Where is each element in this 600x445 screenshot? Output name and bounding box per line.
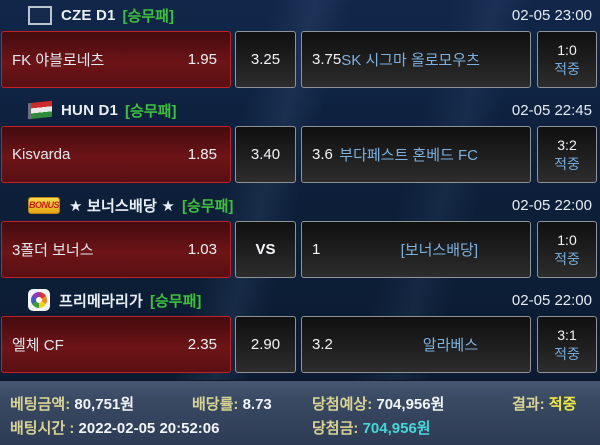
match-datetime: 02-05 23:00 [511,6,592,24]
section-header: HUN D1 [승무패] 02-05 22:45 [0,95,600,125]
result-status: 적중 [554,345,580,362]
odds-rate-label: 배당률: [192,395,239,413]
away-odds: 3.6 [312,146,333,163]
home-selection[interactable]: 3폴더 보너스 1.03 [1,221,231,278]
league-name: 프리메라리가 [59,292,144,310]
away-team-name: SK 시그마 올로모우츠 [341,52,480,69]
market-type-label: [승무패] [150,292,202,310]
home-selection[interactable]: FK 야블로네츠 1.95 [1,31,231,88]
match-row: Kisvarda 1.85 3.40 3.6 부다페스트 혼베드 FC 3:2 … [0,126,600,183]
league-name: CZE D1 [61,6,116,24]
bet-amount-value: 80,751원 [74,395,135,413]
league-name: ★ 보너스배당 ★ [69,197,176,215]
bonus-badge-icon: BONUS [28,196,60,214]
result-box: 3:2 적중 [537,126,597,183]
home-odds: 1.85 [187,146,217,163]
final-score: 1:0 [557,41,577,58]
winnings-value: 704,956원 [362,419,431,437]
odds-rate: 배당률: 8.73 [192,393,312,414]
result-status: 적중 [554,155,580,172]
bonus-badge-text: BONUS [29,200,60,210]
draw-odds: 2.90 [250,336,281,353]
away-selection[interactable]: 3.75 SK 시그마 올로모우츠 [301,31,531,88]
result-box: 1:0 적중 [537,31,597,88]
away-selection[interactable]: 3.2 알라베스 [301,316,531,373]
match-section: 프리메라리가 [승무패] 02-05 22:00 엘체 CF 2.35 2.90… [0,285,600,373]
home-selection[interactable]: Kisvarda 1.85 [1,126,231,183]
home-odds: 1.03 [187,241,217,258]
section-header: CZE D1 [승무패] 02-05 23:00 [0,0,600,30]
summary-panel: 베팅금액: 80,751원 배당률: 8.73 당첨예상: 704,956원 결… [0,380,600,445]
home-team-name: 3폴더 보너스 [12,242,94,259]
away-odds: 3.2 [312,336,333,353]
laliga-logo-icon [28,289,50,311]
match-row: FK 야블로네츠 1.95 3.25 3.75 SK 시그마 올로모우츠 1:0… [0,31,600,88]
draw-odds: VS [255,241,276,258]
final-score: 3:1 [557,326,577,343]
home-team-name: 엘체 CF [12,337,64,354]
home-team-name: Kisvarda [12,146,71,163]
draw-selection[interactable]: 2.90 [235,316,296,373]
away-odds: 3.75 [312,51,342,68]
draw-odds: 3.25 [250,51,281,68]
match-section: BONUS ★ 보너스배당 ★ [승무패] 02-05 22:00 3폴더 보너… [0,190,600,278]
draw-selection[interactable]: VS [235,221,296,278]
away-team-name: [보너스배당] [400,242,478,259]
match-row: 엘체 CF 2.35 2.90 3.2 알라베스 3:1 적중 [0,316,600,373]
away-selection[interactable]: 3.6 부다페스트 혼베드 FC [301,126,531,183]
hungary-flag-icon [28,100,52,120]
home-selection[interactable]: 엘체 CF 2.35 [1,316,231,373]
result-box: 3:1 적중 [537,316,597,373]
match-section: HUN D1 [승무패] 02-05 22:45 Kisvarda 1.85 3… [0,95,600,183]
result-status: 적중 [554,250,580,267]
final-score: 3:2 [557,136,577,153]
match-datetime: 02-05 22:00 [511,291,592,309]
away-team-name: 알라베스 [422,337,478,354]
home-odds: 2.35 [187,336,217,353]
away-odds: 1 [312,241,321,258]
market-type-label: [승무패] [125,102,177,120]
away-team-name: 부다페스트 혼베드 FC [339,147,478,164]
match-row: 3폴더 보너스 1.03 VS 1 [보너스배당] 1:0 적중 [0,221,600,278]
league-name: HUN D1 [61,101,119,119]
winnings-label: 당첨금: [312,419,359,437]
bet-result: 결과: 적중 [512,393,600,414]
match-list: CZE D1 [승무패] 02-05 23:00 FK 야블로네츠 1.95 3… [0,0,600,380]
section-header: BONUS ★ 보너스배당 ★ [승무패] 02-05 22:00 [0,190,600,220]
draw-odds: 3.40 [250,146,281,163]
match-datetime: 02-05 22:00 [511,196,592,214]
expected-winnings-label: 당첨예상: [312,395,373,413]
bet-amount-label: 베팅금액: [10,395,71,413]
bet-result-label: 결과: [512,395,545,413]
bet-time-value: 2022-02-05 20:52:06 [78,419,220,437]
section-header: 프리메라리가 [승무패] 02-05 22:00 [0,285,600,315]
czech-flag-icon [28,5,52,25]
match-section: CZE D1 [승무패] 02-05 23:00 FK 야블로네츠 1.95 3… [0,0,600,88]
market-type-label: [승무패] [122,7,174,25]
bet-time-label: 배팅시간 : [10,419,75,437]
result-box: 1:0 적중 [537,221,597,278]
bet-result-value: 적중 [548,395,577,413]
draw-selection[interactable]: 3.40 [235,126,296,183]
match-datetime: 02-05 22:45 [511,101,592,119]
bet-amount: 베팅금액: 80,751원 [10,393,192,414]
odds-rate-value: 8.73 [242,395,272,413]
draw-selection[interactable]: 3.25 [235,31,296,88]
home-team-name: FK 야블로네츠 [12,52,105,69]
expected-winnings-value: 704,956원 [376,395,445,413]
away-selection[interactable]: 1 [보너스배당] [301,221,531,278]
expected-winnings: 당첨예상: 704,956원 [312,393,512,414]
bet-time: 배팅시간 : 2022-02-05 20:52:06 [10,417,312,438]
market-type-label: [승무패] [182,197,234,215]
result-status: 적중 [554,60,580,77]
home-odds: 1.95 [187,51,217,68]
winnings: 당첨금: 704,956원 [312,417,512,438]
final-score: 1:0 [557,231,577,248]
